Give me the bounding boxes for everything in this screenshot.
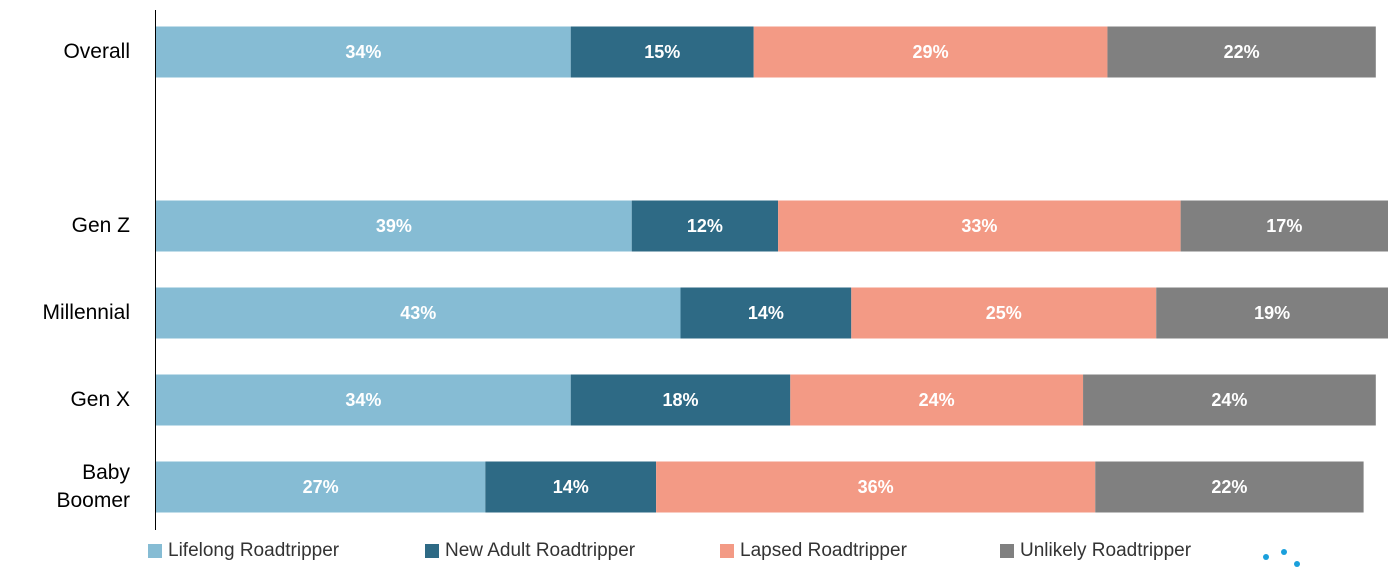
bar-segment (631, 200, 779, 252)
bar-segment (1083, 374, 1376, 426)
decoration (1281, 549, 1287, 555)
legend-item: Unlikely Roadtripper (1000, 540, 1191, 562)
bar-segment (156, 200, 632, 252)
data-label: 18% (662, 390, 698, 410)
data-label: 34% (345, 390, 381, 410)
legend-item: Lifelong Roadtripper (148, 540, 339, 562)
data-label: 34% (345, 42, 381, 62)
bar-segment (753, 26, 1108, 78)
legend-item: New Adult Roadtripper (425, 540, 635, 562)
data-label: 33% (961, 216, 997, 236)
data-label: 19% (1254, 303, 1290, 323)
data-label: 27% (303, 477, 339, 497)
data-label: 25% (986, 303, 1022, 323)
legend-swatch (1000, 544, 1014, 558)
data-label: 15% (644, 42, 680, 62)
bar-segment (1180, 200, 1388, 252)
bar-segment (156, 461, 486, 513)
legend-label: Lapsed Roadtripper (740, 540, 907, 561)
bar-segment (570, 374, 791, 426)
data-label: 22% (1211, 477, 1247, 497)
category-label: Baby Boomer (56, 461, 130, 512)
bar-segment (680, 287, 852, 339)
data-label: 29% (913, 42, 949, 62)
category-label: Gen X (70, 388, 130, 411)
data-label: 14% (553, 477, 589, 497)
bar-segment (1095, 461, 1364, 513)
legend-swatch (720, 544, 734, 558)
bar-segment (790, 374, 1084, 426)
category-label: Millennial (42, 301, 130, 324)
legend-label: Unlikely Roadtripper (1020, 540, 1192, 561)
data-label: 24% (1211, 390, 1247, 410)
category-label: Overall (63, 40, 130, 63)
legend-item: Lapsed Roadtripper (720, 540, 907, 562)
legend-label: Lifelong Roadtripper (168, 540, 340, 561)
data-label: 39% (376, 216, 412, 236)
legend-label: New Adult Roadtripper (445, 540, 636, 561)
category-label: Gen Z (71, 214, 130, 237)
bar-segment (778, 200, 1181, 252)
data-label: 17% (1266, 216, 1302, 236)
data-label: 36% (858, 477, 894, 497)
data-label: 22% (1224, 42, 1260, 62)
bar-segment (1156, 287, 1388, 339)
bar-segment (156, 374, 571, 426)
data-label: 14% (748, 303, 784, 323)
decoration (1294, 561, 1300, 567)
data-label: 43% (400, 303, 436, 323)
bar-segment (1107, 26, 1376, 78)
bar-segment (570, 26, 754, 78)
legend-swatch (148, 544, 162, 558)
bar-segment (485, 461, 657, 513)
bar-segment (156, 287, 681, 339)
bar-segment (156, 26, 571, 78)
decoration (1263, 554, 1269, 560)
bar-segment (656, 461, 1096, 513)
legend-swatch (425, 544, 439, 558)
data-label: 12% (687, 216, 723, 236)
data-label: 24% (919, 390, 955, 410)
bar-segment (851, 287, 1157, 339)
